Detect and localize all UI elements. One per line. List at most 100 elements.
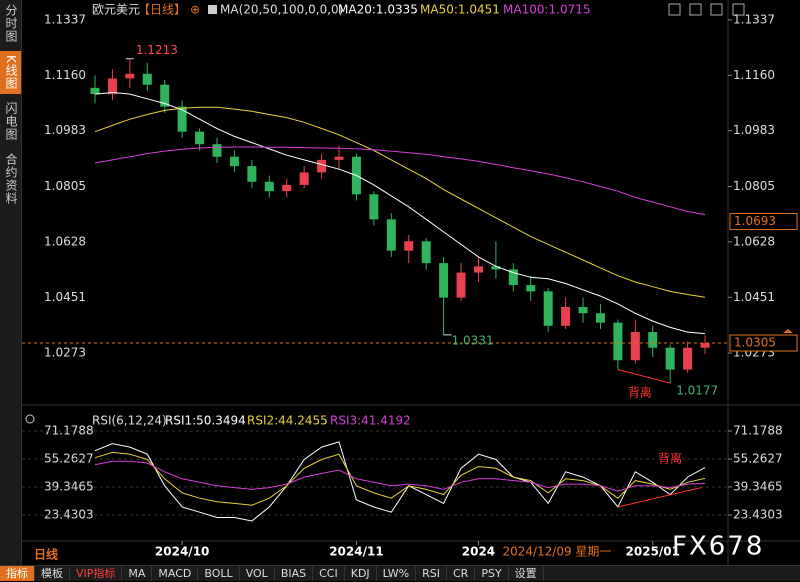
divergence-line [617,369,671,384]
divergence-label: 背离 [658,451,682,466]
candle-body [90,87,100,95]
candle-body [247,166,257,182]
toolbar-tab[interactable]: PSY [475,566,509,581]
indicator-line [94,451,706,506]
toolbar-tab[interactable]: 指标 [0,566,35,581]
candle-body [595,313,605,323]
candle-body [125,73,135,79]
toolbar-tab[interactable]: VOL [240,566,275,581]
legend-entry: MA20:1.0335 [338,3,418,17]
legend-entry: RSI2:44.2455 [247,414,328,428]
y-tick-label: 1.0273 [44,346,86,360]
indicator-line [94,91,706,335]
candle-body [334,156,344,160]
sidebar-tab[interactable]: 分时图 [4,4,18,43]
toolbar-tab[interactable]: KDJ [345,566,377,581]
indicator-label: MA(20,50,100,0,0,0) [220,3,343,17]
last-price-box [729,334,798,352]
rsi-title: RSI(6,12,24) [92,414,167,428]
candle-body [299,172,309,185]
period-label: 【日线】 [138,3,186,17]
candle-body [473,266,483,273]
candle-body [160,84,170,107]
indicator-line [94,146,706,216]
toolbar-tab[interactable]: LW% [377,566,417,581]
y-tick-label: 1.0451 [44,290,86,304]
candle-body [212,144,222,157]
toolbar-tab[interactable]: 模板 [35,566,70,581]
low-label: 1.0177 [676,384,718,398]
y-tick-label: 1.0805 [44,179,86,193]
y-tick-label: 23.4303 [44,508,94,522]
icon-button[interactable] [732,3,745,16]
watermark: FX678 [672,532,764,562]
y-tick-label: 55.2627 [733,451,783,465]
sidebar: 分时图 K线图闪电图合约资料 [0,0,22,565]
y-tick-label: 1.0628 [44,234,86,248]
candle-body [421,241,431,264]
icon-button[interactable] [689,3,702,16]
candle-body [195,131,205,145]
candle-body [264,181,274,192]
icon-button[interactable] [710,3,723,16]
y-tick-label: 71.1788 [44,423,94,437]
indicator-line [94,106,706,298]
y-tick-label: 1.0983 [44,123,86,137]
reference-price-label: 1.0693 [734,214,776,228]
candle-body [613,322,623,361]
instrument-title: 欧元美元 [92,3,140,17]
candle-body [404,241,414,251]
low-label: 1.0331 [452,333,494,347]
toolbar-tab[interactable]: MA [122,566,153,581]
candle-body [107,78,117,95]
last-price-arrow [783,329,793,334]
candle-body [508,269,518,286]
sidebar-tab[interactable]: 合约资料 [4,152,18,205]
indicator-icon[interactable] [208,5,217,14]
y-tick-label: 1.0628 [733,234,775,248]
y-tick-label: 1.0805 [733,179,775,193]
sidebar-tab[interactable]: K线图 [0,51,21,94]
toolbar-tab[interactable]: RSI [416,566,447,581]
candle-body [177,106,187,132]
y-tick-label: 55.2627 [44,451,94,465]
legend-entry: MA50:1.0451 [420,3,500,17]
divergence-label: 背离 [628,385,652,400]
y-tick-label: 39.3465 [44,479,94,493]
sidebar-tab[interactable]: 闪电图 [4,101,18,141]
add-button[interactable]: ⊕ [190,3,200,17]
candle-body [439,263,449,298]
toolbar-tab[interactable]: CR [447,566,476,581]
candle-body [317,159,327,173]
icon-button[interactable] [668,3,681,16]
settings-icon[interactable] [25,414,35,424]
x-tick-label: 2024/10 [155,545,209,559]
candle-body [282,184,292,192]
y-tick-label: 39.3465 [733,479,783,493]
y-tick-label: 1.1160 [44,68,86,82]
toolbar-tab[interactable]: VIP指标 [70,566,123,581]
toolbar-tab[interactable]: MACD [152,566,199,581]
chart: 欧元美元 【日线】 ⊕ MA(20,50,100,0,0,0) RSI(6,12… [22,0,800,565]
toolbar-tab[interactable]: 设置 [509,566,544,581]
toolbar-tab[interactable]: BIAS [275,566,314,581]
candle-body [543,291,553,326]
toolbar-tab[interactable]: BOLL [198,566,240,581]
candle-body [526,285,536,292]
y-tick-label: 1.0983 [733,123,775,137]
candle-body [700,343,710,348]
candle-body [648,332,658,348]
toolbar-tab[interactable]: CCI [313,566,345,581]
reference-price-box [729,213,798,231]
y-tick-label: 1.1160 [733,68,775,82]
period-footer: 日线 [34,547,58,562]
candle-body [456,272,466,298]
x-tick-label: 2025/01 [626,545,680,559]
candle-body [229,156,239,167]
y-tick-label: 1.0451 [733,290,775,304]
divergence-line [617,487,702,508]
candle-body [561,307,571,326]
candle-body [142,73,152,85]
legend-entry: RSI3:41.4192 [330,414,411,428]
